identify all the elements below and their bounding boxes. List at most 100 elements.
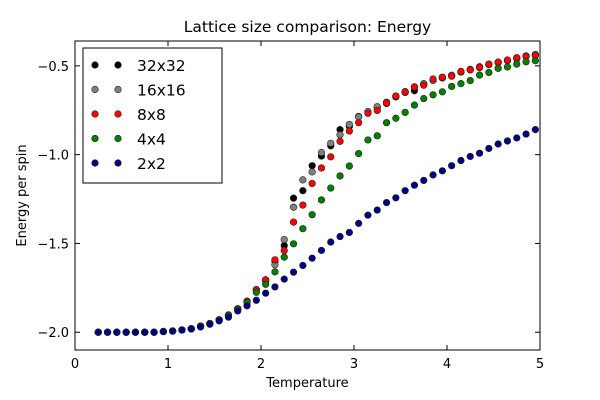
data-point: [373, 206, 381, 214]
data-point: [327, 238, 335, 246]
x-tick-label: 2: [257, 357, 265, 372]
data-point: [262, 289, 270, 297]
data-point: [271, 283, 279, 291]
legend-label: 32x32: [137, 57, 186, 75]
data-point: [299, 176, 307, 184]
data-point: [448, 72, 456, 80]
data-point: [485, 60, 493, 68]
data-point: [457, 156, 465, 165]
data-point: [494, 140, 502, 148]
data-point: [355, 149, 363, 158]
series-2x2: [94, 126, 539, 336]
data-point: [317, 164, 326, 172]
data-point: [513, 134, 521, 142]
data-point: [494, 58, 502, 66]
data-point: [466, 76, 474, 85]
data-point: [252, 296, 260, 304]
legend-item-32x32: 32x32: [91, 57, 186, 75]
data-point: [420, 176, 428, 185]
data-point: [271, 268, 279, 276]
legend-marker: [114, 110, 122, 118]
data-point: [485, 68, 493, 77]
data-point: [187, 325, 195, 333]
data-point: [513, 60, 521, 68]
data-point: [522, 58, 530, 66]
data-point: [401, 108, 409, 116]
data-point: [382, 199, 391, 207]
data-point: [401, 187, 409, 195]
data-point: [271, 256, 279, 264]
data-point: [234, 307, 242, 315]
data-point: [503, 56, 512, 64]
data-point: [215, 317, 223, 325]
data-point: [364, 109, 372, 117]
data-point: [280, 253, 288, 261]
x-tick-label: 0: [71, 357, 79, 372]
data-point: [289, 268, 298, 276]
data-point: [382, 119, 391, 127]
data-point: [94, 328, 102, 336]
data-point: [289, 218, 298, 226]
data-point: [224, 313, 233, 321]
legend-label: 16x16: [137, 82, 186, 100]
data-point: [206, 320, 214, 328]
legend-marker: [114, 85, 122, 94]
data-point: [448, 82, 456, 91]
legend-box: [82, 47, 223, 184]
data-point: [289, 240, 298, 248]
data-point: [420, 81, 428, 89]
data-point: [503, 63, 512, 71]
data-point: [475, 71, 484, 79]
legend-item-2x2: 2x2: [91, 155, 166, 173]
data-point: [410, 101, 419, 109]
plot-frame: [74, 40, 541, 351]
data-point: [280, 275, 288, 283]
data-point: [410, 181, 419, 189]
x-axis: 0 1 2 3 4 5: [71, 41, 544, 372]
data-point: [364, 211, 372, 219]
data-point: [308, 179, 316, 188]
data-point: [392, 92, 400, 100]
data-point: [243, 302, 251, 310]
data-point: [336, 172, 344, 180]
data-point: [280, 246, 288, 255]
data-point: [336, 131, 344, 139]
data-point: [345, 127, 353, 135]
data-point: [336, 137, 344, 145]
data-point: [513, 54, 521, 62]
y-tick-label: −1.0: [37, 149, 69, 164]
legend-marker: [114, 134, 122, 143]
data-point: [355, 219, 363, 227]
data-point: [382, 99, 391, 107]
data-point: [308, 162, 316, 170]
data-points: [94, 50, 539, 336]
data-point: [196, 323, 205, 331]
data-point: [373, 132, 381, 140]
data-point: [438, 73, 446, 81]
data-point: [345, 228, 353, 237]
legend-marker: [91, 134, 99, 143]
data-point: [355, 119, 363, 127]
data-point: [429, 91, 437, 99]
legend-label: 2x2: [137, 155, 166, 173]
legend-marker: [91, 85, 99, 94]
data-point: [327, 139, 335, 147]
data-point: [475, 149, 484, 157]
data-point: [159, 327, 167, 336]
data-point: [466, 152, 474, 161]
data-point: [401, 88, 409, 96]
data-point: [289, 203, 298, 211]
y-tick-label: −2.0: [37, 326, 69, 341]
data-point: [103, 328, 112, 336]
data-point: [308, 168, 316, 176]
x-tick-label: 1: [164, 357, 172, 372]
legend-label: 4x4: [137, 131, 166, 149]
data-point: [131, 328, 140, 336]
data-point: [327, 184, 335, 192]
legend-item-16x16: 16x16: [91, 82, 186, 100]
data-point: [494, 64, 502, 72]
data-point: [299, 225, 307, 233]
data-point: [531, 57, 539, 65]
data-point: [345, 120, 353, 129]
